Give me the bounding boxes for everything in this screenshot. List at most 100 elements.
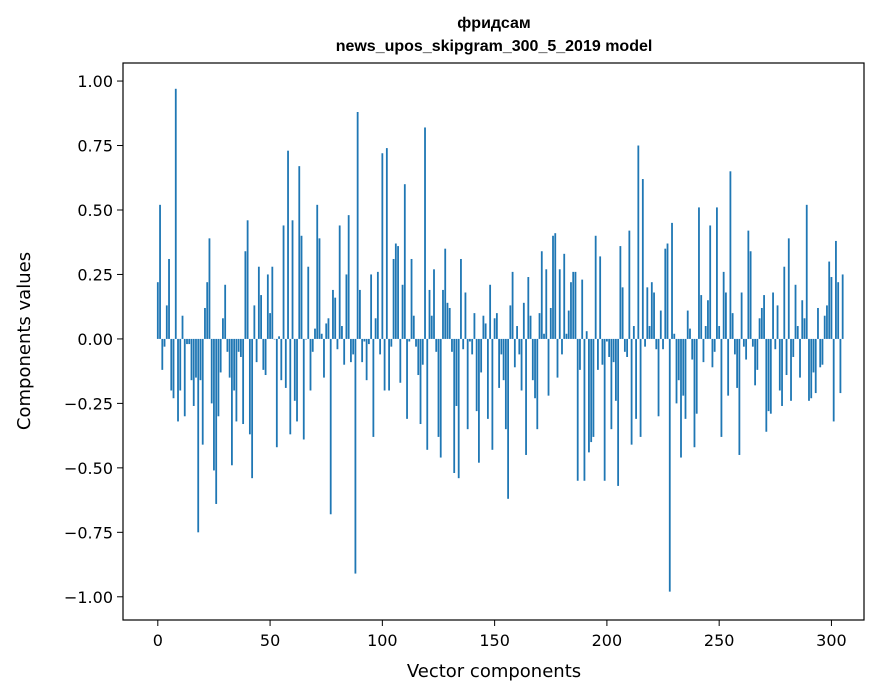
bar	[561, 338, 563, 355]
bar	[608, 338, 611, 357]
bar	[300, 235, 303, 339]
bar	[439, 338, 442, 458]
bar	[603, 338, 606, 481]
bar	[188, 338, 191, 345]
bar	[585, 331, 588, 339]
y-tick-label: −0.50	[64, 459, 113, 478]
bar	[390, 338, 393, 347]
bar	[700, 295, 703, 339]
bar	[475, 338, 478, 412]
chart-subtitle: news_upos_skipgram_300_5_2019 model	[336, 38, 653, 55]
bar	[410, 258, 413, 339]
bar	[612, 338, 615, 363]
bar	[509, 305, 512, 339]
bar	[320, 333, 323, 339]
x-tick-label: 150	[479, 631, 510, 650]
bar	[460, 258, 462, 339]
bar	[399, 338, 402, 383]
x-tick-label: 200	[592, 631, 623, 650]
bar	[338, 225, 341, 339]
bar	[412, 315, 415, 339]
bar	[583, 338, 586, 481]
bar	[392, 258, 395, 339]
y-axis-ticks: 1.00 0.75 0.50 0.25 0.00 −0.25 −0.50 −0.75 −1.00	[64, 72, 123, 607]
bar	[841, 274, 844, 339]
bar	[606, 338, 608, 342]
bar	[684, 338, 687, 419]
bar	[199, 338, 202, 381]
bar	[774, 338, 777, 350]
bar	[376, 271, 379, 339]
bar	[574, 271, 577, 339]
bar	[347, 215, 350, 339]
bar	[314, 328, 316, 339]
bar	[668, 338, 671, 592]
bar	[372, 338, 375, 437]
bar	[329, 338, 332, 515]
bar	[754, 338, 756, 386]
bar	[255, 338, 258, 363]
bar	[352, 338, 355, 355]
bar	[594, 235, 597, 339]
bar	[163, 338, 166, 347]
bar	[711, 338, 714, 368]
bar	[480, 338, 483, 373]
bar	[385, 148, 388, 339]
bar	[511, 271, 514, 339]
bar	[758, 318, 761, 339]
bar	[722, 271, 725, 339]
bar	[498, 338, 501, 388]
bar	[354, 338, 357, 574]
bars	[156, 88, 844, 592]
bar	[590, 338, 593, 443]
bar	[262, 338, 265, 370]
bar	[635, 338, 637, 419]
bar	[248, 338, 251, 435]
bar	[675, 338, 678, 404]
bar	[464, 292, 467, 339]
bar	[469, 338, 471, 342]
bar	[363, 338, 366, 342]
bar	[426, 338, 429, 450]
bar	[181, 315, 184, 339]
bar	[716, 207, 718, 339]
bar	[289, 338, 292, 435]
bar	[428, 289, 431, 339]
bar	[309, 338, 312, 391]
bar	[794, 284, 797, 339]
bar	[747, 230, 750, 339]
bar	[298, 166, 301, 339]
bar	[325, 323, 328, 339]
bar	[814, 338, 817, 394]
bar	[179, 338, 182, 391]
bar	[513, 338, 516, 368]
bar	[361, 338, 364, 363]
bar	[799, 338, 801, 378]
bar	[367, 338, 370, 345]
bar	[522, 302, 525, 339]
bar	[538, 313, 541, 339]
bar	[570, 282, 572, 339]
bar	[219, 338, 222, 373]
bar	[823, 315, 826, 339]
bar	[486, 338, 489, 419]
bar	[727, 338, 730, 396]
bar	[502, 338, 505, 381]
bar	[417, 338, 420, 376]
x-axis-label: Vector components	[407, 661, 581, 682]
bar	[812, 338, 815, 373]
bar	[657, 338, 660, 417]
bar	[540, 251, 543, 339]
y-tick-label: 0.25	[77, 265, 113, 284]
bar	[662, 338, 664, 350]
bar	[576, 338, 579, 481]
bar	[343, 338, 346, 365]
bar	[204, 307, 206, 339]
bar	[547, 338, 550, 396]
bar	[828, 261, 831, 339]
bar	[170, 338, 173, 391]
bar	[444, 248, 447, 339]
bar	[639, 338, 642, 437]
bar	[293, 338, 296, 401]
bar	[401, 284, 404, 339]
